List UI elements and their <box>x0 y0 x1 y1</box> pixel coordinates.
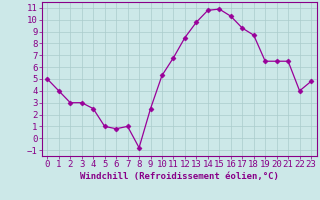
X-axis label: Windchill (Refroidissement éolien,°C): Windchill (Refroidissement éolien,°C) <box>80 172 279 181</box>
